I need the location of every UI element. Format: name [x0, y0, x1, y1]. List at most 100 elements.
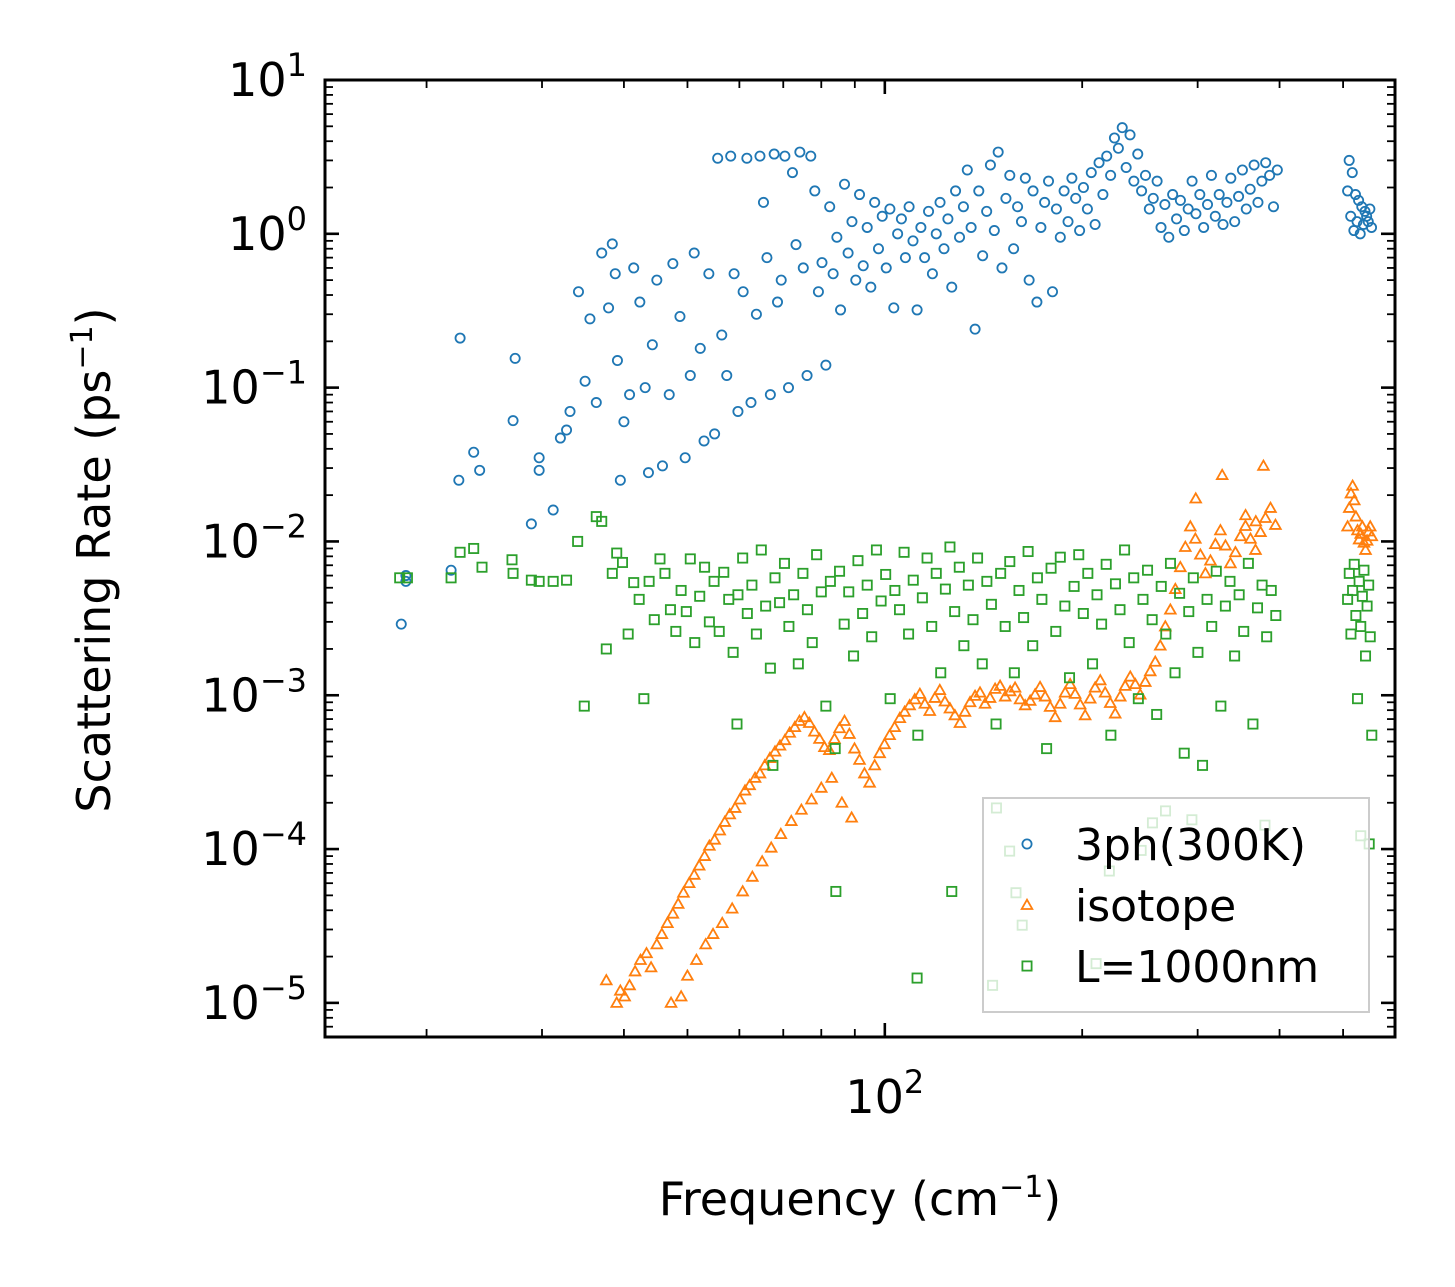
data-point — [525, 518, 537, 530]
data-point — [944, 541, 956, 553]
data-point — [788, 589, 800, 601]
data-point — [727, 646, 739, 658]
data-point — [1353, 575, 1365, 587]
data-point — [903, 628, 915, 640]
data-point — [954, 231, 966, 243]
data-point — [1033, 679, 1047, 692]
data-point — [815, 586, 827, 598]
data-point — [1174, 587, 1186, 599]
data-point — [709, 428, 721, 440]
data-point — [445, 572, 457, 584]
data-point — [1085, 167, 1097, 179]
data-point — [1137, 593, 1149, 605]
data-point — [995, 567, 1007, 579]
data-point — [1345, 210, 1357, 222]
data-point — [1087, 658, 1099, 670]
data-point — [694, 590, 706, 602]
data-point — [1077, 608, 1089, 620]
data-point — [895, 213, 907, 225]
data-point — [1173, 560, 1188, 573]
data-point — [1247, 718, 1259, 730]
data-point — [907, 235, 919, 247]
data-point — [533, 452, 545, 464]
data-point — [1039, 196, 1051, 208]
y-axis-title: Scattering Rate (ps−1) — [65, 307, 121, 812]
data-point — [599, 973, 614, 986]
data-point — [1074, 225, 1086, 237]
data-point — [794, 802, 809, 815]
data-point — [1059, 600, 1071, 612]
data-point — [506, 554, 518, 566]
data-point — [1213, 189, 1225, 201]
data-point — [767, 759, 779, 771]
data-point — [1345, 478, 1360, 491]
data-point — [731, 718, 743, 730]
data-point — [609, 995, 624, 1008]
data-point — [1358, 542, 1373, 555]
data-point — [1353, 194, 1365, 206]
data-point — [742, 778, 757, 791]
data-point — [1194, 189, 1206, 201]
data-point — [606, 567, 618, 579]
series-3ph(300K) — [395, 122, 1378, 630]
data-point — [609, 268, 621, 280]
data-point — [1035, 221, 1047, 233]
data-point — [1163, 602, 1178, 615]
data-point — [1082, 567, 1094, 579]
data-point — [1360, 650, 1372, 662]
data-point — [870, 544, 882, 556]
data-point — [1053, 696, 1067, 709]
data-point — [778, 733, 792, 746]
data-point — [1068, 686, 1082, 699]
data-point — [712, 152, 724, 164]
data-point — [1264, 169, 1276, 181]
data-point — [761, 252, 773, 264]
data-point — [394, 572, 406, 584]
data-point — [962, 579, 974, 591]
data-point — [659, 567, 671, 579]
data-point — [839, 178, 851, 190]
data-point — [1015, 216, 1027, 228]
data-point — [790, 239, 802, 251]
data-point — [984, 159, 996, 171]
data-point — [797, 262, 809, 274]
data-point — [638, 693, 650, 705]
data-point — [741, 152, 753, 164]
data-point — [716, 329, 728, 341]
series-isotope — [599, 458, 1379, 1008]
data-point — [852, 752, 867, 765]
data-point — [660, 916, 675, 928]
data-point — [1233, 190, 1245, 202]
data-point — [1236, 164, 1248, 176]
data-point — [1048, 710, 1063, 723]
data-point — [694, 342, 706, 354]
data-point — [745, 869, 760, 882]
data-point — [1193, 547, 1208, 560]
data-point — [889, 584, 901, 596]
data-point — [764, 840, 779, 853]
data-point — [930, 228, 942, 240]
data-point — [1128, 572, 1140, 584]
data-point — [1364, 631, 1376, 643]
data-point — [1164, 557, 1176, 569]
data-point — [1105, 169, 1117, 181]
data-point — [617, 989, 632, 1002]
data-point — [865, 281, 877, 293]
data-point — [707, 832, 722, 845]
data-point — [884, 693, 896, 705]
data-point — [628, 577, 640, 589]
data-point — [915, 221, 927, 233]
data-point — [703, 268, 715, 280]
data-point — [930, 567, 942, 579]
data-point — [913, 686, 927, 699]
data-point — [961, 164, 973, 176]
data-point — [1343, 567, 1355, 579]
data-point — [666, 906, 680, 919]
data-point — [1342, 593, 1354, 605]
data-point — [1004, 169, 1016, 181]
data-point — [1043, 699, 1057, 712]
data-point — [861, 221, 873, 233]
data-point — [1008, 680, 1022, 693]
data-point — [842, 726, 857, 739]
